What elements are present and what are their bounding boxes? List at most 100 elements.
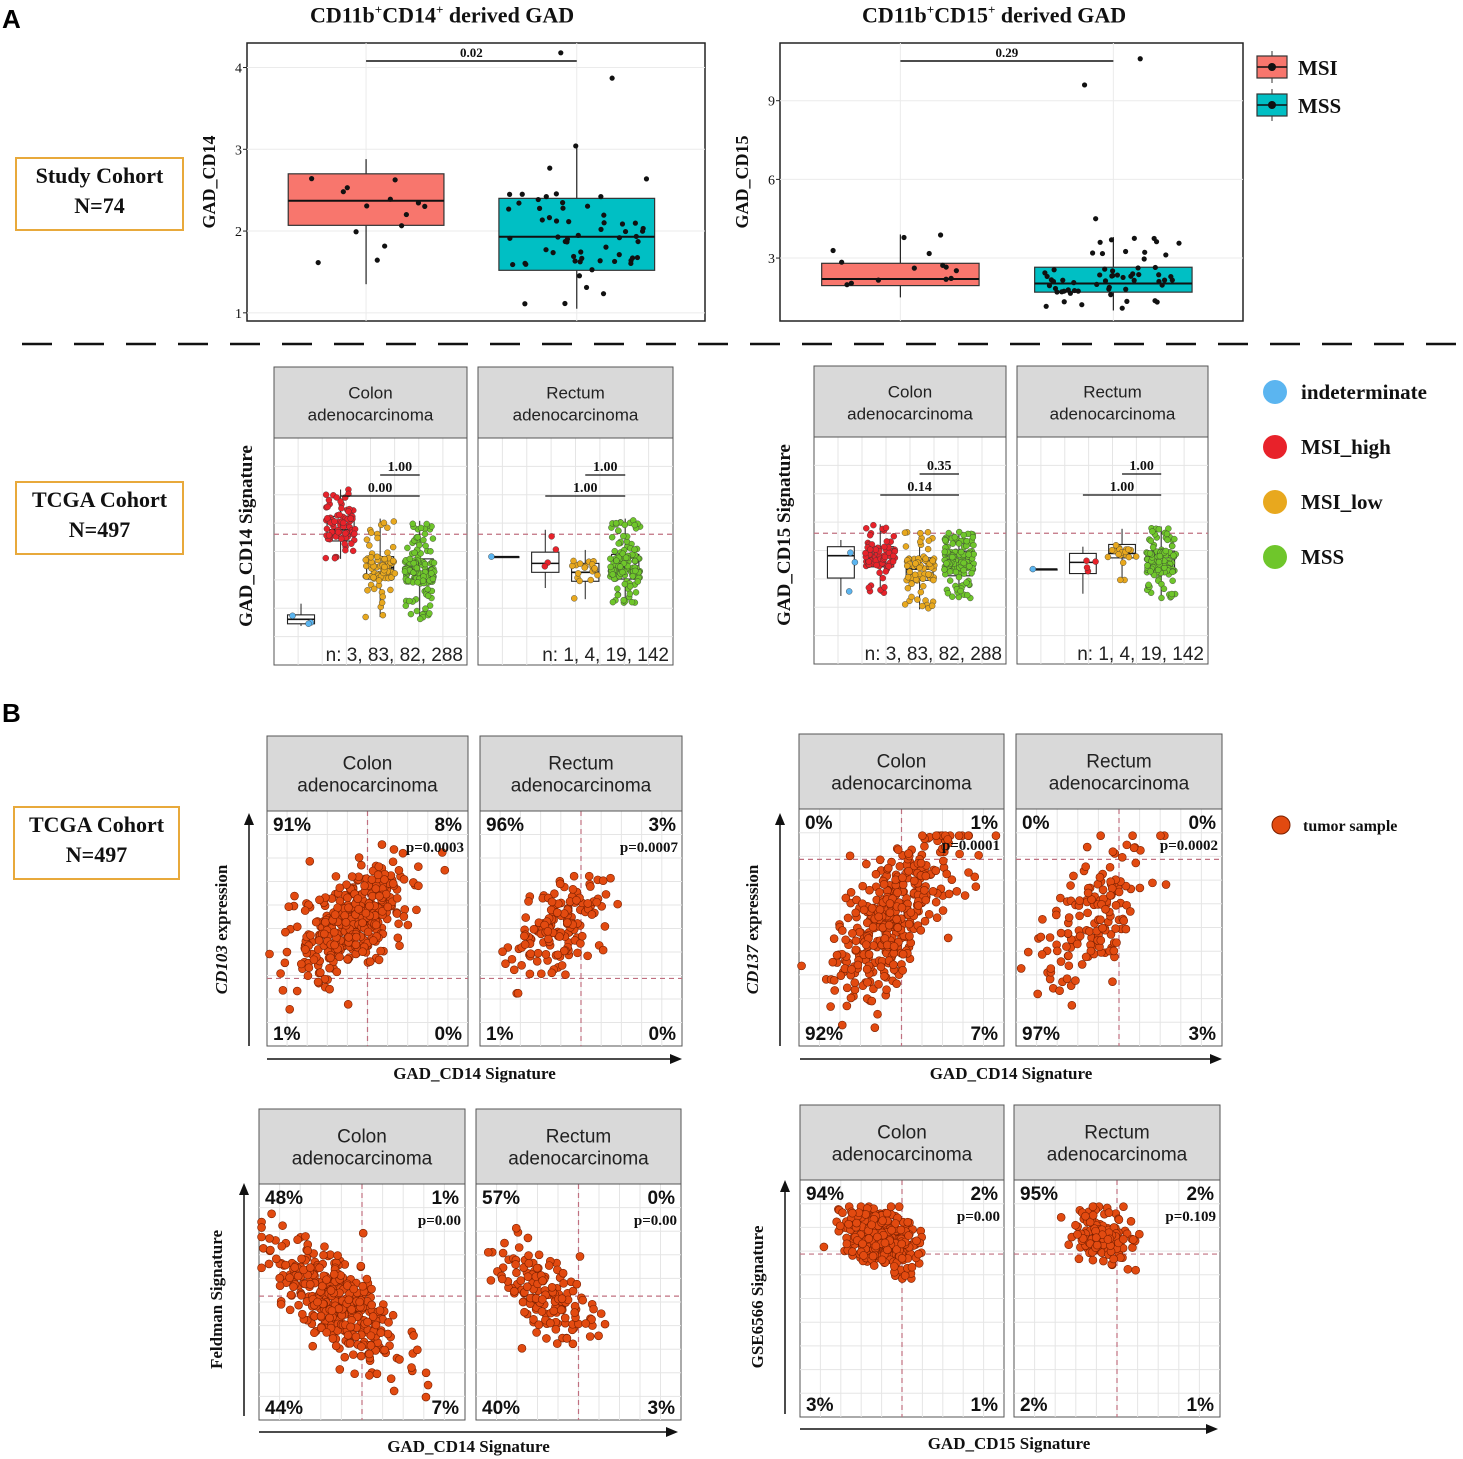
data-point bbox=[1083, 908, 1092, 918]
data-point-MSS bbox=[1123, 248, 1129, 255]
data-point bbox=[1156, 831, 1165, 840]
data-point-MSI_low bbox=[581, 564, 588, 571]
data-point bbox=[905, 931, 914, 941]
data-point bbox=[304, 963, 314, 973]
data-point bbox=[395, 941, 404, 950]
tcga-cohort-label-b: TCGA Cohort bbox=[28, 812, 165, 837]
data-point-MSS bbox=[1164, 536, 1171, 544]
data-point bbox=[541, 950, 551, 959]
data-point-MSS bbox=[601, 220, 607, 226]
data-point-MSS bbox=[643, 176, 650, 182]
data-point bbox=[1073, 1230, 1082, 1239]
data-point bbox=[533, 948, 543, 958]
data-point-MSS bbox=[1149, 544, 1157, 551]
data-point-MSI_high bbox=[345, 508, 352, 515]
data-point bbox=[914, 901, 923, 910]
data-point-MSI_low bbox=[930, 576, 937, 584]
data-point-MSS bbox=[421, 560, 429, 568]
data-point bbox=[538, 1276, 547, 1286]
data-point-MSS bbox=[1161, 277, 1168, 283]
facet-tcga_cd15-rectum: 1.00 1.00 n: 1, 4, 19, 142 bbox=[1016, 436, 1209, 665]
data-point bbox=[500, 1238, 509, 1248]
data-point bbox=[542, 1334, 551, 1343]
data-point bbox=[963, 831, 973, 840]
data-point-MSS bbox=[607, 555, 614, 562]
data-point-MSI_high bbox=[349, 547, 357, 555]
data-point bbox=[498, 947, 507, 956]
data-point-MSS bbox=[407, 610, 415, 618]
data-point bbox=[371, 884, 381, 893]
data-point bbox=[284, 902, 294, 911]
data-point-MSI_low bbox=[917, 538, 924, 546]
data-point bbox=[570, 1308, 579, 1317]
data-point-MSS bbox=[964, 591, 971, 599]
data-point bbox=[395, 1355, 404, 1364]
data-point-MSS bbox=[1169, 542, 1176, 550]
data-point bbox=[1114, 887, 1124, 897]
data-point bbox=[1109, 946, 1119, 956]
data-point bbox=[1051, 910, 1061, 920]
data-point-MSS bbox=[1131, 277, 1137, 283]
data-point bbox=[267, 1209, 276, 1219]
data-point bbox=[1056, 1213, 1066, 1222]
quadrant-label-top-right: 2% bbox=[971, 1184, 999, 1205]
data-point bbox=[1161, 880, 1171, 889]
strip-label-line2: adenocarcinoma bbox=[832, 1145, 973, 1166]
quadrant-label-bottom-right: 7% bbox=[971, 1024, 999, 1045]
data-point bbox=[290, 891, 299, 901]
data-point-MSS bbox=[1147, 568, 1154, 575]
axes-scatter_cd103: GAD_CD14 Signature CD103 expression bbox=[212, 813, 682, 1083]
data-point bbox=[280, 958, 290, 968]
data-point-MSS bbox=[966, 563, 973, 570]
data-point bbox=[837, 1020, 847, 1030]
data-point bbox=[797, 961, 806, 971]
data-point bbox=[358, 1228, 368, 1238]
data-point bbox=[486, 1276, 496, 1285]
data-point bbox=[367, 875, 377, 884]
data-point bbox=[363, 927, 373, 937]
data-point bbox=[859, 1251, 868, 1260]
y-axis-label-gene: CD103 bbox=[212, 945, 231, 995]
data-point bbox=[398, 848, 408, 858]
facet-tcga_cd14-colon: 0.00 1.00 n: 3, 83, 82, 288 bbox=[273, 437, 468, 666]
panel-letter-b: B bbox=[2, 698, 21, 728]
quadrant-label-bottom-right: 0% bbox=[435, 1024, 463, 1045]
data-point-MSI bbox=[340, 189, 346, 195]
data-point-MSS bbox=[1094, 281, 1100, 287]
data-point bbox=[884, 863, 893, 873]
data-point-MSI bbox=[937, 232, 944, 238]
data-point bbox=[1112, 938, 1121, 947]
data-point bbox=[916, 925, 926, 935]
data-point bbox=[853, 960, 863, 970]
y-axis-label-gene: CD137 bbox=[743, 944, 762, 995]
data-point bbox=[555, 879, 565, 889]
data-point bbox=[534, 1320, 544, 1330]
data-point-MSI_low bbox=[379, 593, 386, 600]
data-point bbox=[851, 936, 861, 946]
x-axis-arrow bbox=[666, 1427, 678, 1437]
data-point bbox=[1038, 915, 1047, 924]
data-point bbox=[346, 1322, 355, 1332]
data-point bbox=[931, 866, 941, 875]
title-cd14: CD11b+CD14+ derived GAD bbox=[310, 2, 575, 28]
data-point-MSS bbox=[631, 557, 639, 565]
data-point bbox=[894, 1202, 904, 1211]
data-point bbox=[991, 831, 1001, 840]
data-point bbox=[921, 895, 931, 905]
data-point bbox=[423, 1380, 433, 1390]
data-point-MSI_high bbox=[342, 547, 349, 554]
data-point bbox=[319, 929, 329, 939]
data-point bbox=[1077, 960, 1087, 969]
data-point bbox=[281, 1260, 290, 1270]
data-point bbox=[394, 866, 404, 875]
data-point-MSI_low bbox=[366, 542, 373, 549]
tcga-cohort-n-a: N=497 bbox=[68, 517, 131, 542]
data-point bbox=[543, 927, 553, 936]
data-point bbox=[842, 1001, 852, 1011]
data-point bbox=[516, 1276, 526, 1285]
data-point bbox=[882, 940, 892, 950]
data-point bbox=[501, 959, 510, 968]
data-point bbox=[829, 934, 839, 943]
